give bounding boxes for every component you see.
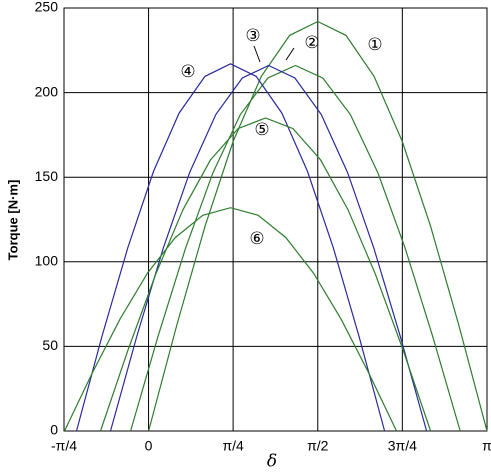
arrow [285, 47, 295, 61]
x-tick-label: -π/4 [51, 438, 77, 454]
curve-label: ④ [180, 62, 195, 82]
curve [99, 117, 432, 432]
plot-frame [63, 7, 488, 432]
curve-label: ① [367, 35, 382, 55]
curve-label: ⑥ [249, 229, 264, 249]
y-tick-label: 250 [35, 0, 59, 15]
x-tick-label: π/2 [307, 438, 329, 454]
arrow [253, 45, 261, 63]
curve-label: ③ [245, 26, 260, 46]
curve-label: ⑤ [254, 120, 269, 140]
curve [130, 64, 461, 432]
y-tick-label: 50 [42, 337, 58, 353]
x-tick-label: π [482, 438, 491, 454]
x-tick-label: 0 [145, 438, 153, 454]
curve [148, 20, 488, 432]
curve [63, 207, 398, 432]
x-tick-label: π/4 [222, 438, 244, 454]
y-tick-label: 150 [35, 168, 59, 184]
curve [75, 63, 386, 432]
x-tick-label: 3π/4 [388, 438, 417, 454]
y-tick-label: 100 [35, 253, 59, 269]
y-axis-label: Torque [N·m] [5, 180, 20, 261]
x-axis-label: δ [267, 452, 277, 472]
y-tick-label: 200 [35, 83, 59, 99]
curve-label: ② [304, 33, 319, 53]
y-tick-label: 0 [50, 422, 58, 438]
curve [109, 64, 428, 432]
